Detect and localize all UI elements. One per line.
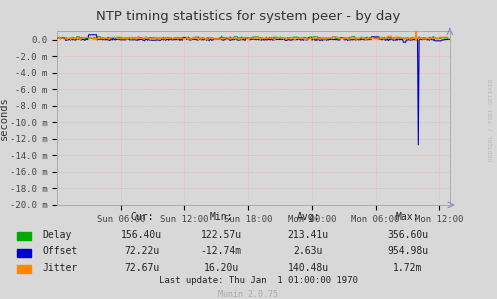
Text: RRDTOOL / TOBI OETIKER: RRDTOOL / TOBI OETIKER [489, 78, 494, 161]
Text: Delay: Delay [42, 230, 72, 240]
Text: Last update: Thu Jan  1 01:00:00 1970: Last update: Thu Jan 1 01:00:00 1970 [159, 276, 358, 285]
Text: 213.41u: 213.41u [288, 230, 329, 240]
Text: 156.40u: 156.40u [121, 230, 162, 240]
Text: Max:: Max: [396, 212, 419, 222]
Text: 140.48u: 140.48u [288, 263, 329, 273]
Y-axis label: seconds: seconds [0, 96, 8, 140]
Text: Munin 2.0.75: Munin 2.0.75 [219, 290, 278, 299]
Text: Avg:: Avg: [296, 212, 320, 222]
Text: 356.60u: 356.60u [387, 230, 428, 240]
Text: 1.72m: 1.72m [393, 263, 422, 273]
Text: Offset: Offset [42, 246, 78, 256]
Text: 72.22u: 72.22u [124, 246, 159, 256]
Text: Min:: Min: [209, 212, 233, 222]
Text: Cur:: Cur: [130, 212, 154, 222]
Text: 72.67u: 72.67u [124, 263, 159, 273]
Text: 16.20u: 16.20u [204, 263, 239, 273]
Text: -12.74m: -12.74m [201, 246, 242, 256]
Text: 954.98u: 954.98u [387, 246, 428, 256]
Text: Jitter: Jitter [42, 263, 78, 273]
Text: 122.57u: 122.57u [201, 230, 242, 240]
Text: 2.63u: 2.63u [293, 246, 323, 256]
Text: NTP timing statistics for system peer - by day: NTP timing statistics for system peer - … [96, 10, 401, 23]
